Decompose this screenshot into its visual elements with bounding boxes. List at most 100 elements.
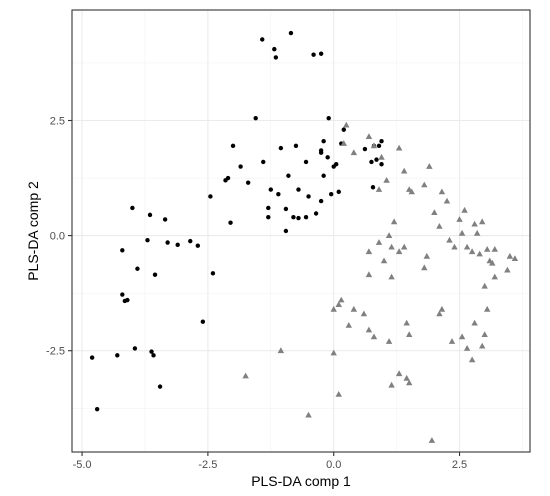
triangle-point — [479, 218, 486, 225]
x-tick-label: 0.0 — [326, 459, 341, 471]
circle-point — [379, 139, 384, 144]
circle-point — [200, 319, 206, 324]
circle-point — [334, 162, 339, 167]
circle-point — [311, 52, 316, 57]
circle-point — [145, 238, 150, 243]
triangle-point — [330, 349, 337, 356]
y-axis-title: PLS-DA comp 2 — [25, 181, 41, 281]
circle-point — [336, 189, 341, 195]
y-axis: -2.5 0.0 2.5 — [46, 116, 72, 358]
panel-background — [72, 10, 530, 452]
triangle-point — [436, 310, 443, 317]
triangle-point — [491, 246, 498, 252]
circle-point — [188, 238, 193, 244]
circle-point — [266, 214, 271, 220]
circle-point — [325, 155, 330, 160]
triangle-point — [511, 255, 519, 261]
x-tick-label: 2.5 — [452, 459, 467, 471]
circle-point — [152, 272, 158, 277]
major-gridlines — [72, 10, 530, 452]
y-tick-label: -2.5 — [46, 346, 65, 358]
circle-point — [318, 148, 324, 153]
circle-point — [369, 159, 374, 165]
circle-point — [261, 159, 266, 165]
circle-point — [130, 205, 135, 211]
circle-point — [321, 139, 326, 144]
triangle-point — [484, 305, 491, 312]
triangle-point — [438, 188, 446, 195]
circle-point — [286, 173, 291, 178]
circle-point — [303, 159, 309, 165]
triangle-point — [489, 259, 496, 266]
triangle-point — [456, 216, 463, 222]
circle-point — [278, 145, 284, 151]
circle-point — [253, 115, 258, 121]
triangle-point — [380, 257, 388, 264]
triangle-point — [471, 220, 478, 227]
circle-point — [283, 206, 289, 212]
triangle-point — [406, 331, 413, 337]
triangle-point — [479, 342, 486, 349]
triangle-point — [385, 232, 393, 238]
triangle-point — [491, 273, 498, 280]
triangle-point — [481, 331, 488, 337]
circle-point — [321, 173, 326, 178]
circle-point — [376, 143, 382, 149]
circle-point — [89, 355, 95, 360]
triangle-point — [340, 140, 347, 146]
triangle-point — [458, 333, 466, 340]
panel-border — [71, 9, 531, 453]
triangle-point — [468, 356, 476, 363]
triangle-point — [338, 296, 345, 303]
circle-point — [245, 180, 251, 185]
triangle-point — [335, 391, 342, 397]
triangle-point — [370, 333, 378, 340]
circle-point — [120, 248, 125, 253]
circle-point — [132, 346, 138, 351]
circle-point — [379, 162, 384, 167]
circle-point — [276, 191, 281, 197]
y-tick-label: 2.5 — [50, 116, 65, 128]
triangle-point — [400, 243, 408, 250]
circle-point — [283, 228, 289, 234]
triangle-point — [343, 121, 350, 128]
x-tick-label: -2.5 — [198, 459, 217, 471]
triangle-point — [383, 177, 390, 183]
x-tick-label: -5.0 — [73, 459, 92, 471]
circle-point — [288, 30, 294, 36]
circle-point — [296, 187, 301, 192]
triangle-point — [448, 338, 456, 344]
triangle-point — [345, 322, 352, 328]
circle-point — [157, 384, 163, 389]
triangle-point — [305, 411, 312, 418]
x-axis: -5.0 -2.5 0.0 2.5 — [73, 452, 467, 471]
triangle-point — [395, 370, 403, 377]
circle-point — [135, 266, 140, 271]
circle-point — [162, 217, 168, 222]
circle-point — [147, 212, 153, 218]
triangle-point — [375, 239, 383, 245]
circle-point — [115, 353, 120, 358]
circle-point — [94, 406, 100, 412]
triangle-point — [428, 437, 436, 443]
triangle-point — [242, 372, 249, 379]
circle-point — [272, 46, 277, 52]
circle-point — [291, 214, 296, 220]
circle-point — [303, 214, 309, 220]
triangle-point — [403, 374, 410, 381]
triangle-point — [350, 149, 358, 156]
triangle-point — [436, 223, 443, 229]
triangle-point — [481, 282, 488, 289]
circle-point — [208, 194, 213, 199]
triangle-point — [406, 379, 413, 386]
circle-point — [318, 198, 324, 204]
triangle-point — [365, 133, 373, 139]
circle-point — [151, 353, 156, 358]
triangle-point — [446, 236, 453, 243]
circle-point — [230, 143, 236, 149]
circle-point — [195, 243, 201, 248]
triangle-point — [395, 144, 403, 151]
triangle-point — [451, 243, 458, 250]
triangle-point — [476, 250, 483, 257]
circle-point — [273, 55, 279, 60]
